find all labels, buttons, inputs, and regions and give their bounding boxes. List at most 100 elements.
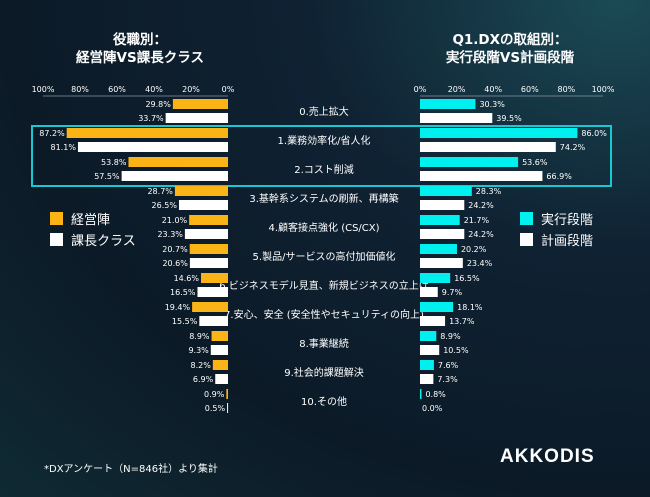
left-axis-tick-label: 100% bbox=[32, 85, 55, 94]
right-bar-value-label: 7.6% bbox=[438, 361, 459, 370]
left-bar-value-label: 8.2% bbox=[191, 361, 212, 370]
right-bar-planning bbox=[420, 258, 463, 268]
left-bar-managers bbox=[215, 374, 228, 384]
left-bar-managers bbox=[189, 258, 228, 268]
category-label: 10.その他 bbox=[301, 395, 347, 408]
left-bar-managers bbox=[121, 171, 228, 181]
left-bar-value-label: 0.9% bbox=[204, 390, 225, 399]
category-label: 8.事業継続 bbox=[299, 337, 349, 350]
legend-item-executives: 経営陣 bbox=[50, 209, 110, 228]
legend-swatch-white bbox=[50, 233, 63, 246]
right-bar-execution bbox=[420, 360, 434, 370]
left-bar-executives bbox=[66, 128, 229, 138]
left-bar-value-label: 29.8% bbox=[145, 100, 171, 109]
right-bar-execution bbox=[420, 302, 454, 312]
right-bar-value-label: 66.9% bbox=[546, 172, 572, 181]
right-axis-tick-label: 40% bbox=[484, 85, 502, 94]
legend-label: 実行段階 bbox=[541, 213, 594, 228]
right-bar-value-label: 23.4% bbox=[467, 259, 493, 268]
left-title-line1: 役職別： bbox=[113, 32, 167, 48]
left-bar-value-label: 0.5% bbox=[205, 404, 226, 413]
legend-swatch-orange bbox=[50, 212, 63, 225]
right-bar-value-label: 86.0% bbox=[581, 129, 607, 138]
left-axis-tick-label: 60% bbox=[108, 85, 126, 94]
legend-label: 課長クラス bbox=[71, 234, 136, 249]
left-bar-executives bbox=[212, 360, 228, 370]
right-bar-planning bbox=[420, 345, 440, 355]
left-bar-executives bbox=[174, 186, 228, 196]
legend-item-managers: 課長クラス bbox=[50, 230, 136, 249]
left-bar-value-label: 28.7% bbox=[147, 187, 173, 196]
right-bar-execution bbox=[420, 99, 476, 109]
left-bar-executives bbox=[189, 244, 228, 254]
right-bar-planning bbox=[420, 142, 556, 152]
left-bar-managers bbox=[210, 345, 228, 355]
left-bar-value-label: 26.5% bbox=[152, 201, 178, 210]
right-bar-planning bbox=[420, 374, 434, 384]
left-axis-tick-label: 0% bbox=[222, 85, 235, 94]
right-bar-value-label: 7.3% bbox=[437, 375, 458, 384]
left-bar-executives bbox=[200, 273, 228, 283]
right-bar-value-label: 24.2% bbox=[468, 230, 494, 239]
right-bar-planning bbox=[420, 113, 493, 123]
right-bar-execution bbox=[420, 331, 437, 341]
right-bar-execution bbox=[420, 128, 578, 138]
category-label: 2.コスト削減 bbox=[294, 163, 354, 176]
right-bar-planning bbox=[420, 200, 465, 210]
right-axis-tick-label: 80% bbox=[558, 85, 576, 94]
logo: AKKODIS bbox=[500, 446, 595, 467]
left-bar-value-label: 21.0% bbox=[162, 216, 188, 225]
left-bar-executives bbox=[189, 215, 228, 225]
right-bar-value-label: 8.9% bbox=[440, 332, 461, 341]
left-bar-executives bbox=[226, 389, 228, 399]
category-label: 3.基幹系システムの刷新、再構築 bbox=[249, 192, 398, 205]
left-bar-managers bbox=[227, 403, 229, 413]
legend-label: 経営陣 bbox=[71, 213, 111, 228]
left-bar-value-label: 20.6% bbox=[162, 259, 188, 268]
left-bar-executives bbox=[192, 302, 228, 312]
legend-item-execution: 実行段階 bbox=[520, 209, 593, 228]
right-bar-value-label: 74.2% bbox=[560, 143, 586, 152]
right-bar-value-label: 9.7% bbox=[442, 288, 463, 297]
legend-item-planning: 計画段階 bbox=[520, 230, 593, 249]
right-bar-value-label: 0.0% bbox=[422, 404, 443, 413]
left-axis-tick-label: 40% bbox=[145, 85, 163, 94]
left-bar-managers bbox=[197, 287, 228, 297]
left-bar-managers bbox=[178, 200, 228, 210]
right-axis-tick-label: 60% bbox=[521, 85, 539, 94]
right-bar-execution bbox=[420, 389, 422, 399]
left-bar-managers bbox=[77, 142, 228, 152]
right-axis-tick-label: 0% bbox=[414, 85, 427, 94]
category-label: 0.売上拡大 bbox=[299, 105, 349, 118]
right-bar-value-label: 21.7% bbox=[464, 216, 490, 225]
category-label: 5.製品/サービスの高付加価値化 bbox=[253, 250, 396, 263]
category-label: 9.社会的課題解決 bbox=[284, 366, 364, 379]
category-label: 6.ビジネスモデル見直、新規ビジネスの立上げ bbox=[219, 279, 429, 292]
right-bar-value-label: 53.6% bbox=[522, 158, 548, 167]
left-title: 役職別： 経営陣VS課長クラス bbox=[40, 31, 240, 67]
highlight-box bbox=[31, 125, 612, 187]
right-bar-value-label: 28.3% bbox=[476, 187, 502, 196]
right-bar-planning bbox=[420, 287, 438, 297]
right-bar-value-label: 39.5% bbox=[496, 114, 522, 123]
right-bar-planning bbox=[420, 229, 465, 239]
right-bar-value-label: 13.7% bbox=[449, 317, 475, 326]
left-bar-managers bbox=[199, 316, 228, 326]
right-title-line1: Q1.DXの取組別： bbox=[452, 32, 568, 48]
left-bar-value-label: 9.3% bbox=[188, 346, 209, 355]
right-bar-planning bbox=[420, 171, 543, 181]
right-bar-execution bbox=[420, 273, 451, 283]
left-bar-value-label: 20.7% bbox=[162, 245, 188, 254]
left-axis-tick-label: 80% bbox=[71, 85, 89, 94]
right-bar-value-label: 20.2% bbox=[461, 245, 487, 254]
left-bar-executives bbox=[128, 157, 228, 167]
right-title: Q1.DXの取組別： 実行段階VS計画段階 bbox=[410, 31, 610, 67]
right-bar-execution bbox=[420, 215, 460, 225]
left-bar-value-label: 57.5% bbox=[94, 172, 120, 181]
left-bar-value-label: 33.7% bbox=[138, 114, 164, 123]
left-bar-executives bbox=[172, 99, 228, 109]
right-title-line2: 実行段階VS計画段階 bbox=[445, 50, 575, 66]
left-bar-value-label: 23.3% bbox=[157, 230, 183, 239]
left-axis-tick-label: 20% bbox=[182, 85, 200, 94]
